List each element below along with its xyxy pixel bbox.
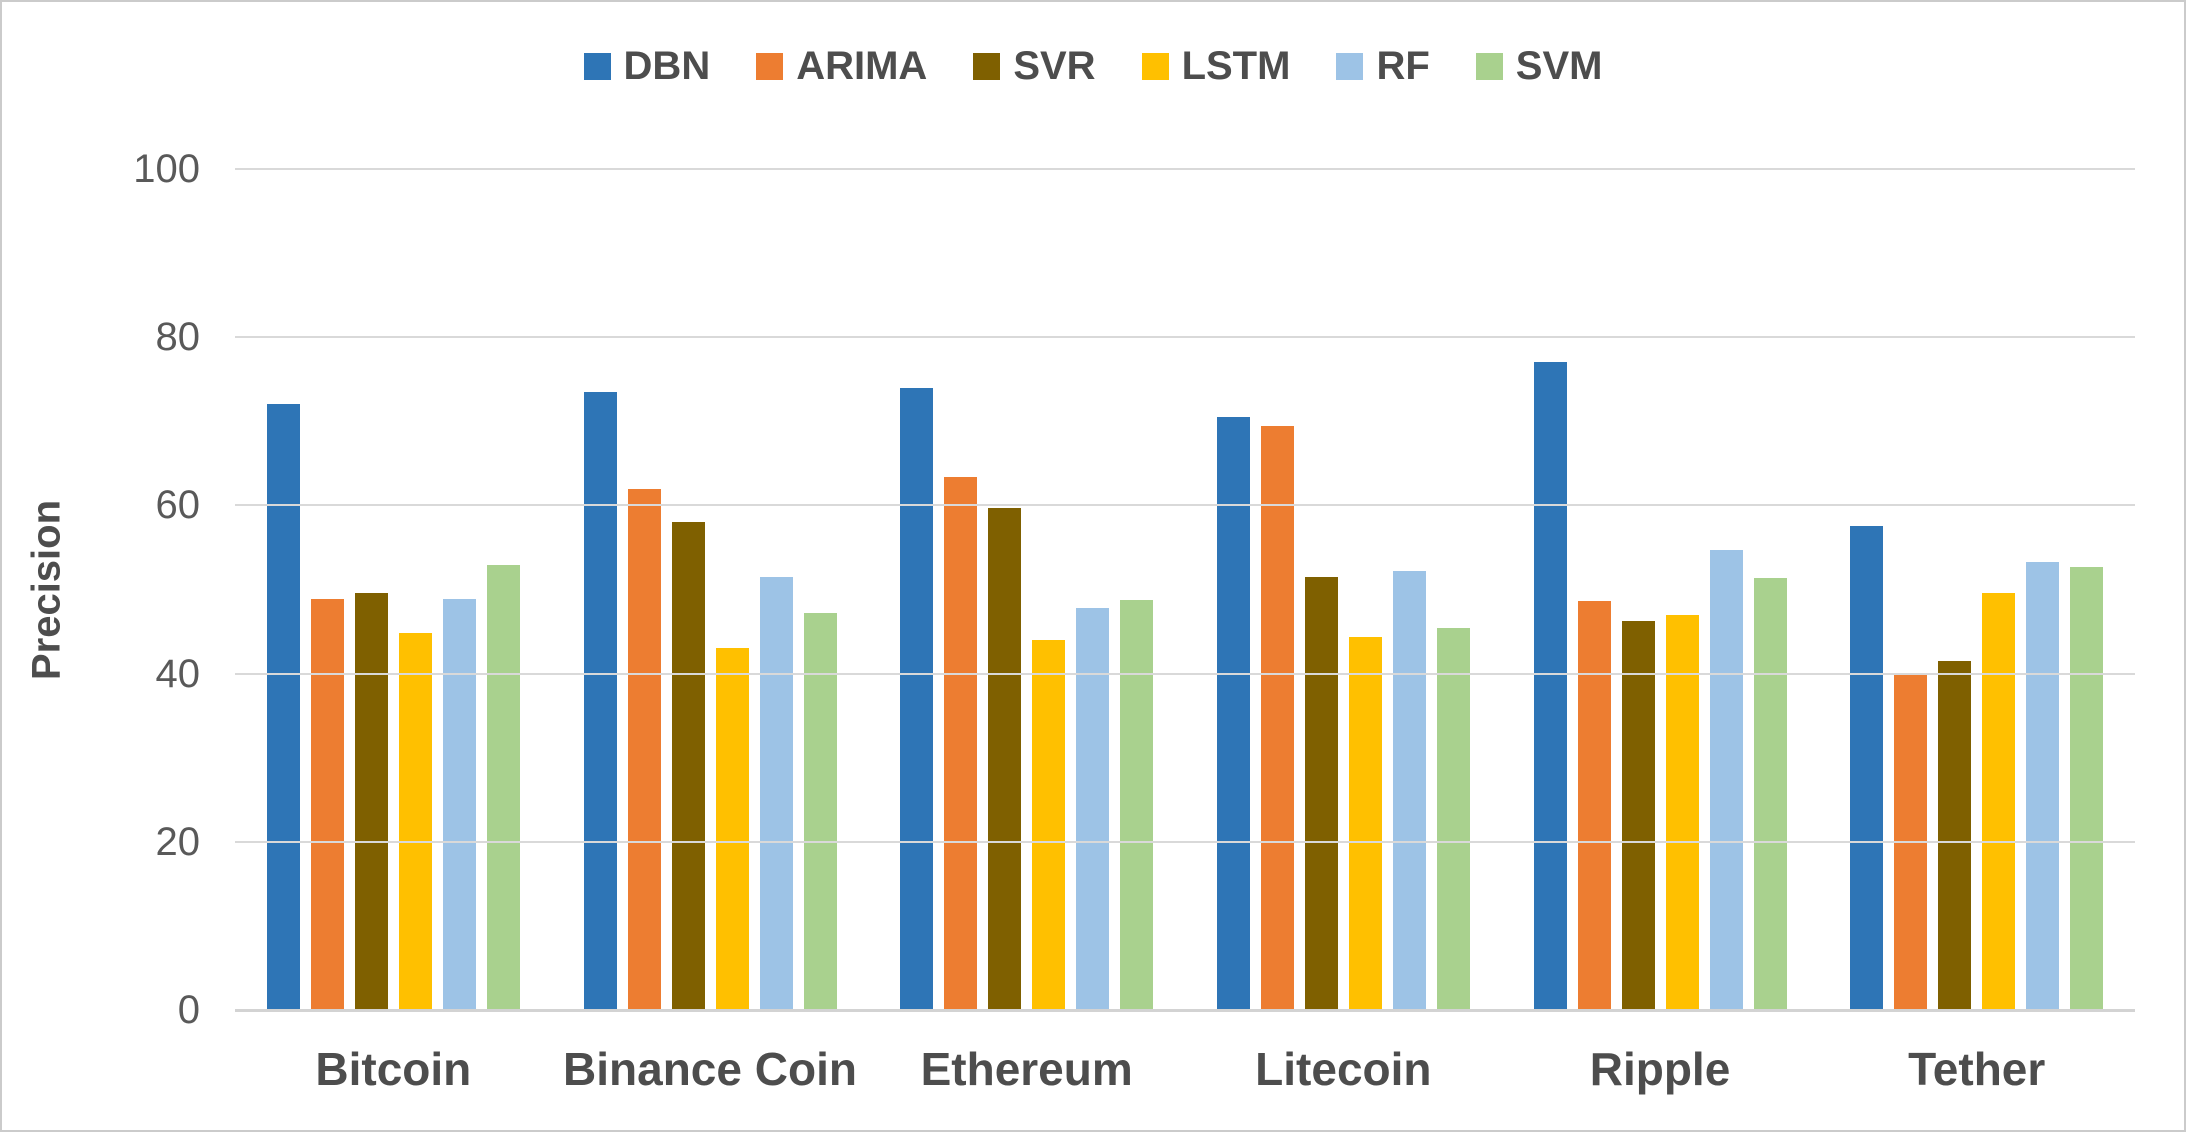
bar-ethereum-svm <box>1120 599 1154 1010</box>
bar-ripple-lstm <box>1665 614 1699 1010</box>
bar-binance-coin-rf <box>759 576 793 1010</box>
bar-litecoin-arima <box>1260 426 1294 1010</box>
y-tick-label-80: 80 <box>155 315 201 360</box>
y-tick-label-20: 20 <box>155 819 201 864</box>
x-axis-label-bitcoin: Bitcoin <box>315 1043 472 1095</box>
legend-swatch-dbn <box>583 52 611 80</box>
bar-ethereum-rf <box>1076 608 1110 1010</box>
bar-binance-coin-svm <box>803 613 837 1010</box>
bar-group-ethereum <box>868 169 1185 1010</box>
bar-bitcoin-svm <box>486 565 520 1010</box>
bar-binance-coin-arima <box>627 488 661 1010</box>
y-tick-label-40: 40 <box>155 651 201 696</box>
bar-ripple-rf <box>1709 549 1743 1010</box>
gridline-100 <box>235 168 2135 170</box>
bar-ethereum-dbn <box>900 387 934 1010</box>
legend-item-lstm: LSTM <box>1141 44 1291 88</box>
bar-tether-svm <box>2070 566 2104 1010</box>
legend-item-dbn: DBN <box>583 44 711 88</box>
legend-label-dbn: DBN <box>623 44 711 88</box>
bar-ethereum-lstm <box>1032 639 1066 1010</box>
bar-bitcoin-rf <box>442 598 476 1010</box>
x-axis-label-tether: Tether <box>1908 1043 2046 1095</box>
bar-ripple-svr <box>1621 620 1655 1010</box>
legend-item-rf: RF <box>1336 44 1430 88</box>
bar-ripple-arima <box>1577 601 1611 1010</box>
gridline-40 <box>235 672 2135 675</box>
x-axis-label-binance-coin: Binance Coin <box>563 1043 857 1095</box>
bar-litecoin-svr <box>1304 576 1338 1010</box>
bar-bitcoin-svr <box>354 592 388 1010</box>
bar-litecoin-rf <box>1392 571 1426 1010</box>
x-axis-labels: Bitcoin Binance Coin Ethereum Litecoin Rippl… <box>235 1042 2135 1096</box>
gridline-60 <box>235 504 2135 507</box>
y-tick-label-0: 0 <box>177 988 200 1032</box>
bar-groups <box>235 169 2135 1010</box>
bar-ethereum-svr <box>988 507 1022 1010</box>
gridline-20 <box>235 840 2135 843</box>
legend-label-rf: RF <box>1376 44 1430 88</box>
x-axis-label-ethereum: Ethereum <box>920 1043 1133 1095</box>
bar-binance-coin-dbn <box>583 391 617 1010</box>
legend-label-arima: ARIMA <box>796 44 928 88</box>
bar-ripple-dbn <box>1533 362 1567 1010</box>
legend-label-svm: SVM <box>1515 44 1603 88</box>
legend-swatch-arima <box>756 52 784 80</box>
bar-tether-rf <box>2026 561 2060 1010</box>
legend-label-svr: SVR <box>1013 44 1096 88</box>
legend-item-svm: SVM <box>1475 44 1603 88</box>
bar-litecoin-lstm <box>1348 636 1382 1010</box>
bar-group-binance-coin <box>552 169 869 1010</box>
legend-item-svr: SVR <box>973 44 1096 88</box>
bar-binance-coin-lstm <box>715 648 749 1010</box>
bar-binance-coin-svr <box>671 522 705 1010</box>
x-axis-label-ripple: Ripple <box>1589 1043 1731 1095</box>
y-tick-label-100: 100 <box>133 147 200 191</box>
legend: DBN ARIMA SVR LSTM RF SVM <box>2 46 2184 86</box>
bar-ethereum-arima <box>944 476 978 1010</box>
bar-bitcoin-arima <box>310 598 344 1010</box>
legend-swatch-svm <box>1475 52 1503 80</box>
bar-litecoin-dbn <box>1216 417 1250 1010</box>
plot-area <box>235 168 2135 1012</box>
legend-swatch-rf <box>1336 52 1364 80</box>
y-tick-label-60: 60 <box>155 483 201 528</box>
gridline-80 <box>235 336 2135 339</box>
x-axis-label-litecoin: Litecoin <box>1255 1043 1432 1095</box>
bar-group-ripple <box>1502 169 1819 1010</box>
bar-tether-svr <box>1938 661 1972 1010</box>
legend-swatch-lstm <box>1141 52 1169 80</box>
bar-litecoin-svm <box>1436 628 1470 1010</box>
x-axis-line <box>235 1009 2135 1012</box>
bar-bitcoin-dbn <box>266 404 300 1010</box>
legend-label-lstm: LSTM <box>1181 44 1291 88</box>
bar-tether-dbn <box>1850 526 1884 1010</box>
bar-group-litecoin <box>1185 169 1502 1010</box>
bar-group-tether <box>1818 169 2135 1010</box>
bar-group-bitcoin <box>235 169 552 1010</box>
legend-item-arima: ARIMA <box>756 46 927 86</box>
bar-ripple-svm <box>1753 577 1787 1010</box>
legend-swatch-svr <box>973 52 1001 80</box>
bar-tether-lstm <box>1982 592 2016 1010</box>
bar-bitcoin-lstm <box>398 633 432 1010</box>
